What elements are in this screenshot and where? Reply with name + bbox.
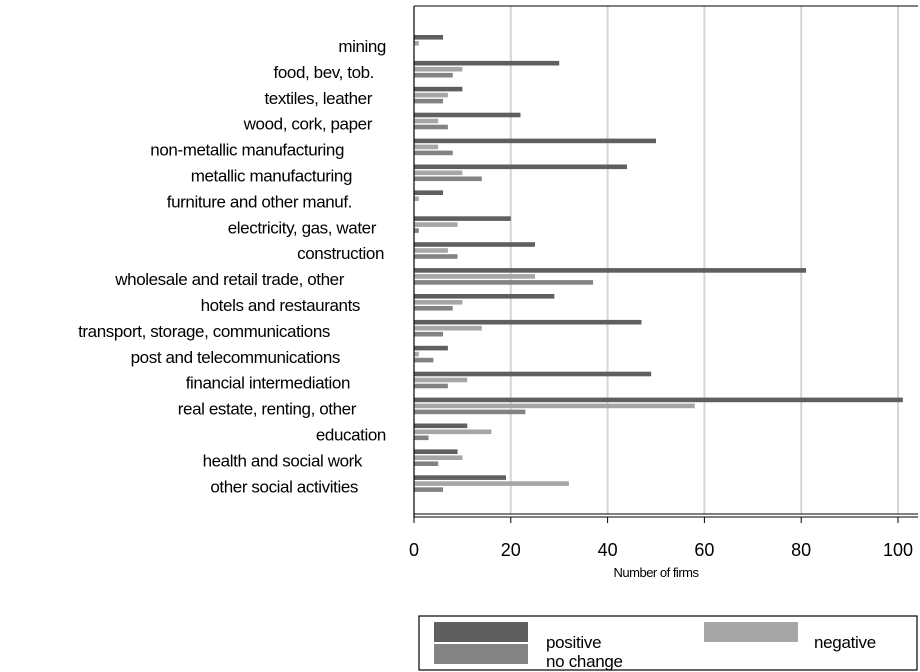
category-label-6: furniture and other manuf. (167, 192, 352, 211)
category-label-10: hotels and restaurants (201, 296, 360, 315)
bar-negative-11 (414, 325, 482, 331)
bar-negative-5 (414, 170, 463, 176)
tick-label-0: 0 (409, 540, 419, 560)
category-label-11: transport, storage, communications (78, 322, 330, 341)
bar-no-change-12 (414, 357, 434, 363)
bar-negative-12 (414, 351, 419, 357)
bar-no-change-3 (414, 124, 448, 130)
category-label-7: electricity, gas, water (228, 218, 377, 237)
category-label-0: mining (338, 37, 386, 56)
x-axis-ticks: 0 20 40 60 80 100 (409, 517, 913, 560)
bar-negative-2 (414, 92, 448, 98)
plot-frame (413, 5, 918, 518)
tick-label-40: 40 (598, 540, 618, 560)
bar-negative-7 (414, 222, 458, 227)
category-label-16: health and social work (203, 451, 363, 470)
bar-positive-4 (414, 138, 656, 144)
bar-positive-7 (414, 216, 511, 221)
legend-label-positive: positive (546, 633, 601, 652)
bar-positive-2 (414, 86, 463, 92)
bar-negative-6 (414, 196, 419, 201)
legend-swatch-positive (434, 622, 528, 642)
category-label-8: construction (297, 244, 384, 263)
bar-no-change-1 (414, 72, 453, 78)
legend-swatch-negative (704, 622, 798, 642)
bar-positive-0 (414, 35, 444, 40)
category-label-1: food, bev, tob. (274, 63, 374, 82)
bar-positive-8 (414, 242, 535, 247)
bar-positive-5 (414, 164, 627, 170)
category-label-13: financial intermediation (186, 374, 350, 393)
tick-label-100: 100 (883, 540, 913, 560)
category-label-2: textiles, leather (264, 89, 372, 108)
bar-no-change-15 (414, 435, 429, 441)
bar-positive-17 (414, 475, 506, 480)
bar-negative-16 (414, 455, 463, 460)
legend-label-negative: negative (814, 633, 876, 652)
bar-positive-3 (414, 112, 521, 118)
tick-label-60: 60 (694, 540, 714, 560)
bar-no-change-16 (414, 461, 439, 466)
bar-no-change-13 (414, 383, 448, 389)
bar-negative-1 (414, 66, 463, 72)
bar-positive-16 (414, 449, 458, 454)
category-label-15: education (316, 426, 386, 445)
x-axis-title: Number of firms (614, 565, 700, 580)
category-label-17: other social activities (210, 477, 358, 496)
bar-negative-17 (414, 481, 569, 486)
bar-negative-3 (414, 118, 439, 124)
bar-negative-13 (414, 377, 468, 383)
bar-no-change-9 (414, 280, 594, 285)
bar-positive-1 (414, 60, 560, 66)
bar-no-change-10 (414, 306, 453, 311)
category-label-5: metallic manufacturing (191, 167, 352, 186)
bar-no-change-4 (414, 150, 453, 156)
bar-positive-13 (414, 371, 652, 377)
bar-positive-12 (414, 345, 448, 351)
category-label-4: non-metallic manufacturing (150, 141, 344, 160)
bar-positive-14 (414, 397, 903, 403)
bar-positive-11 (414, 319, 642, 325)
legend-label-no-change: no change (546, 652, 623, 671)
tick-label-20: 20 (501, 540, 521, 560)
bar-negative-10 (414, 300, 463, 305)
bar-positive-9 (414, 268, 807, 273)
bar-no-change-5 (414, 176, 482, 182)
bar-no-change-8 (414, 254, 458, 259)
legend: positive negative no change (418, 615, 918, 671)
bar-positive-6 (414, 190, 444, 195)
bar-positive-10 (414, 294, 555, 299)
category-label-3: wood, cork, paper (243, 115, 373, 134)
bar-negative-15 (414, 429, 492, 435)
bar-no-change-14 (414, 409, 526, 415)
legend-swatch-no-change (434, 644, 528, 664)
category-label-14: real estate, renting, other (178, 400, 357, 419)
category-labels: mining food, bev, tob. textiles, leather wo… (78, 37, 386, 496)
bar-negative-4 (414, 144, 439, 150)
tick-label-80: 80 (791, 540, 811, 560)
bar-no-change-11 (414, 331, 444, 337)
bar-no-change-2 (414, 98, 444, 104)
bars (414, 35, 903, 492)
bar-negative-8 (414, 248, 448, 253)
bar-negative-0 (414, 41, 419, 46)
gridlines (509, 6, 899, 514)
bar-positive-15 (414, 423, 468, 429)
category-label-12: post and telecommunications (131, 348, 340, 367)
category-label-9: wholesale and retail trade, other (114, 270, 344, 289)
bar-negative-9 (414, 274, 535, 279)
bar-negative-14 (414, 403, 695, 409)
bar-no-change-17 (414, 487, 444, 492)
bar-no-change-7 (414, 228, 419, 233)
